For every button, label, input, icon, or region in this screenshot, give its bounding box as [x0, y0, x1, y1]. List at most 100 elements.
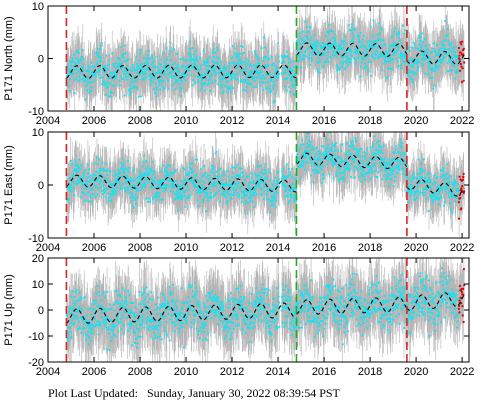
observation-point: [212, 69, 215, 72]
observation-point: [135, 69, 138, 72]
observation-point: [396, 60, 399, 63]
observation-point: [232, 55, 235, 58]
observation-point: [67, 198, 70, 201]
observation-point: [129, 91, 132, 94]
observation-point: [447, 52, 451, 55]
observation-point: [94, 185, 98, 188]
observation-point: [416, 69, 419, 72]
observation-point: [433, 84, 436, 87]
observation-point: [124, 167, 127, 170]
recent-observation-point: [460, 43, 463, 46]
observation-point: [138, 52, 141, 55]
observation-point: [237, 55, 240, 58]
observation-point: [334, 37, 337, 41]
observation-point: [107, 200, 110, 203]
observation-point: [156, 65, 159, 68]
observation-point: [89, 61, 92, 64]
observation-point: [244, 57, 247, 61]
observation-point: [224, 67, 227, 70]
observation-point: [376, 47, 379, 50]
observation-point: [241, 73, 244, 76]
observation-point: [328, 23, 331, 26]
observation-point: [191, 84, 194, 87]
observation-point: [181, 57, 185, 60]
observation-point: [169, 41, 172, 44]
observation-point: [287, 57, 290, 60]
observation-point: [87, 64, 90, 67]
observation-point: [231, 75, 234, 79]
observation-point: [222, 90, 225, 93]
observation-point: [363, 34, 366, 38]
observation-point: [192, 53, 195, 56]
observation-point: [243, 61, 246, 64]
observation-point: [388, 47, 391, 50]
observation-point: [364, 56, 367, 60]
observation-point: [89, 81, 92, 84]
observation-point: [252, 85, 255, 88]
observation-point: [140, 68, 143, 71]
observation-point: [84, 79, 87, 82]
observation-point: [113, 84, 116, 87]
observation-point: [202, 73, 205, 77]
observation-point: [96, 172, 99, 175]
observation-point: [382, 62, 386, 65]
observation-point: [300, 39, 303, 42]
observation-point: [94, 75, 98, 78]
observation-point: [165, 47, 168, 50]
observation-point: [125, 180, 128, 184]
y-tick-label: 10: [32, 1, 44, 13]
observation-point: [276, 42, 279, 45]
observation-point: [280, 54, 284, 57]
observation-point: [341, 61, 345, 65]
recent-observation-point: [459, 41, 462, 44]
observation-point: [199, 67, 202, 71]
observation-point: [106, 173, 109, 176]
observation-point: [118, 171, 122, 174]
observation-point: [436, 65, 439, 68]
observation-point: [145, 75, 148, 79]
observation-point: [90, 178, 93, 181]
observation-point: [100, 189, 103, 192]
observation-point: [227, 73, 230, 77]
observation-point: [126, 64, 129, 67]
observation-point: [311, 58, 314, 62]
observation-point: [89, 194, 92, 197]
observation-point: [352, 37, 355, 40]
observation-point: [340, 66, 344, 69]
observation-point: [333, 54, 336, 57]
observation-point: [369, 25, 372, 28]
observation-point: [242, 88, 245, 91]
observation-point: [85, 89, 88, 92]
observation-point: [304, 50, 307, 53]
observation-point: [438, 65, 441, 68]
observation-point: [251, 70, 254, 73]
observation-point: [102, 181, 105, 184]
observation-point: [448, 60, 452, 64]
observation-point: [98, 67, 101, 70]
observation-point: [67, 84, 70, 87]
observation-point: [153, 77, 156, 81]
observation-point: [228, 62, 231, 65]
observation-point: [338, 68, 341, 71]
observation-point: [120, 185, 123, 188]
observation-point: [202, 83, 206, 86]
observation-point: [140, 62, 143, 66]
observation-point: [73, 68, 76, 71]
observation-point: [220, 80, 223, 83]
observation-point: [174, 88, 177, 91]
observation-point: [378, 56, 381, 59]
observation-point: [199, 65, 202, 68]
observation-point: [123, 188, 126, 191]
observation-point: [145, 63, 148, 66]
observation-point: [91, 187, 95, 190]
observation-point: [388, 56, 391, 59]
observation-point: [106, 86, 109, 89]
observation-point: [243, 51, 246, 55]
observation-point: [175, 66, 178, 69]
observation-point: [397, 48, 400, 51]
observation-point: [262, 36, 265, 39]
observation-point: [218, 64, 221, 67]
observation-point: [151, 76, 154, 79]
observation-point: [225, 85, 228, 88]
observation-point: [357, 52, 360, 55]
